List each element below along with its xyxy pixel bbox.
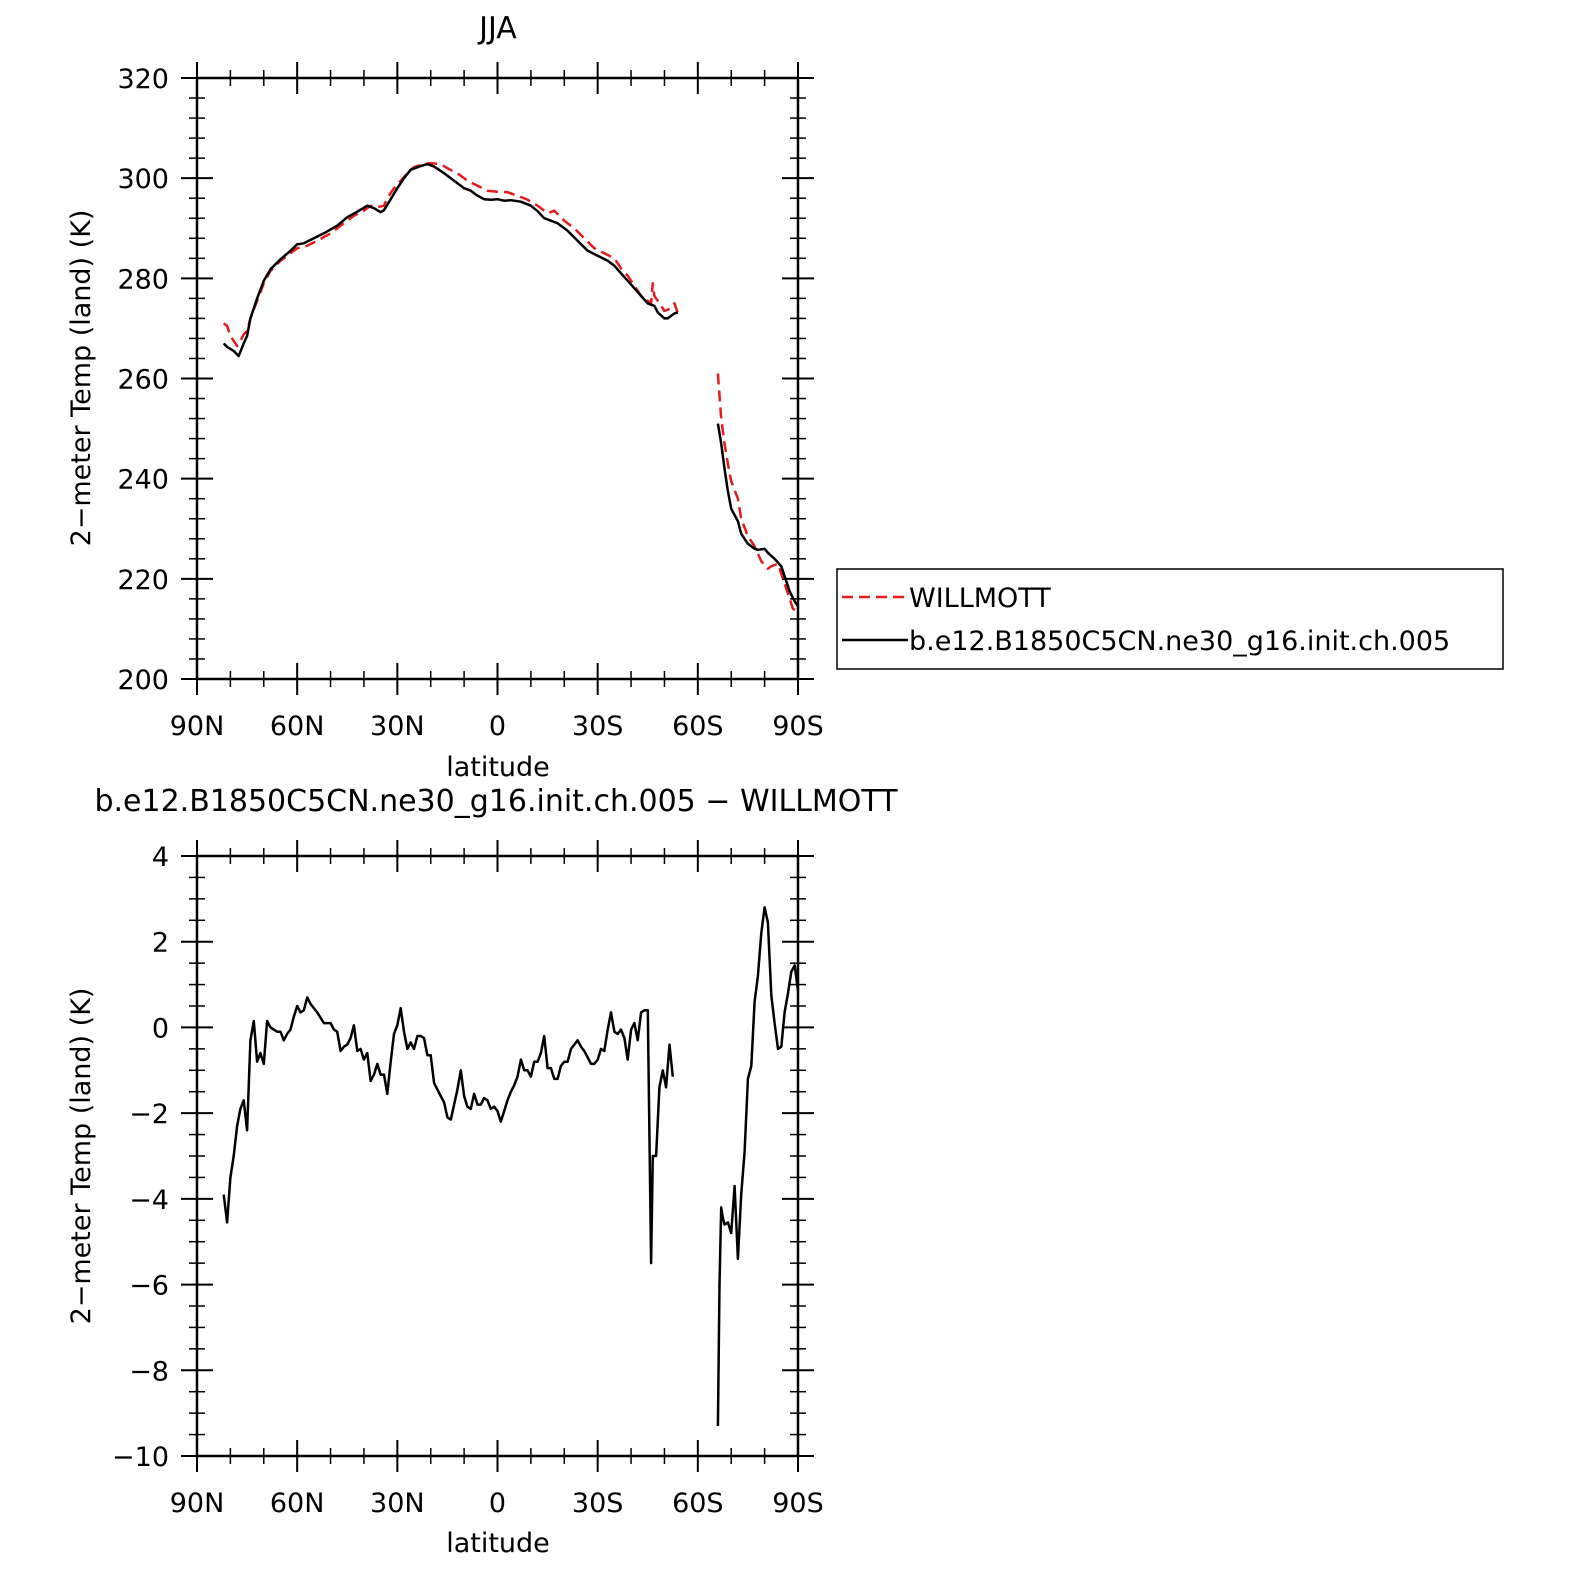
y-tick-label: 200: [117, 665, 169, 696]
series-lines: [222, 906, 800, 1427]
x-tick-label: 90S: [772, 711, 824, 742]
series-line-0-segment-0: [222, 996, 675, 1265]
series-line-0-segment-0: [222, 161, 679, 348]
x-tick-label: 30N: [370, 711, 425, 742]
x-tick-label: 90N: [170, 1488, 225, 1519]
x-tick-label: 90N: [170, 711, 225, 742]
y-tick-label: 280: [117, 264, 169, 295]
chart-title: b.e12.B1850C5CN.ne30_g16.init.ch.005 − W…: [94, 784, 898, 819]
series-line-1-segment-0: [222, 162, 679, 358]
y-tick-label: −4: [129, 1185, 169, 1216]
chart-title: JJA: [477, 11, 517, 46]
plot-frame: [195, 854, 800, 1458]
x-tick-label: 0: [489, 1488, 506, 1519]
y-tick-label: −2: [129, 1099, 169, 1130]
series-line-1-segment-1: [716, 423, 800, 608]
y-tick-label: −6: [129, 1271, 169, 1302]
x-tick-label: 60S: [672, 711, 724, 742]
y-tick-label: 220: [117, 565, 169, 596]
legend-label-willmott: WILLMOTT: [909, 583, 1051, 614]
legend: WILLMOTT b.e12.B1850C5CN.ne30_g16.init.c…: [836, 568, 1504, 670]
bottom-panel: b.e12.B1850C5CN.ne30_g16.init.ch.005 − W…: [66, 784, 898, 1559]
y-axis-title: 2−meter Temp (land) (K): [66, 988, 97, 1325]
series-lines: [222, 161, 800, 613]
x-tick-label: 60N: [270, 1488, 325, 1519]
x-tick-label: 30S: [572, 1488, 624, 1519]
y-tick-labels: 200 220 240 260 280 300 320: [117, 64, 169, 696]
y-tick-label: 2: [152, 928, 169, 959]
y-tick-label: 320: [117, 64, 169, 95]
x-tick-labels: 90N 60N 30N 0 30S 60S 90S: [170, 711, 824, 742]
x-tick-labels: 90N 60N 30N 0 30S 60S 90S: [170, 1488, 824, 1519]
y-tick-label: 300: [117, 164, 169, 195]
y-tick-label: −8: [129, 1356, 169, 1387]
x-tick-label: 60S: [672, 1488, 724, 1519]
y-tick-label: 4: [152, 842, 169, 873]
y-axis-title: 2−meter Temp (land) (K): [66, 210, 97, 547]
legend-label-model: b.e12.B1850C5CN.ne30_g16.init.ch.005: [909, 626, 1450, 657]
series-line-0-segment-1: [716, 373, 799, 613]
legend-box: [836, 568, 1504, 670]
x-tick-label: 30S: [572, 711, 624, 742]
y-tick-label: −10: [112, 1442, 169, 1473]
plot-frame: [195, 76, 800, 681]
x-tick-label: 0: [489, 711, 506, 742]
series-line-0-segment-1: [716, 906, 800, 1427]
x-tick-label: 90S: [772, 1488, 824, 1519]
x-tick-label: 30N: [370, 1488, 425, 1519]
y-tick-label: 260: [117, 365, 169, 396]
y-tick-label: 0: [152, 1013, 169, 1044]
x-axis-title: latitude: [446, 1528, 550, 1559]
y-tick-label: 240: [117, 465, 169, 496]
y-tick-labels: −10 −8 −6 −4 −2 0 2 4: [112, 842, 169, 1473]
x-axis-title: latitude: [446, 752, 550, 783]
top-panel: JJA 200 220 240 260 280 300 320 90N 60N 30N 0 30S 6…: [66, 11, 824, 783]
x-tick-label: 60N: [270, 711, 325, 742]
